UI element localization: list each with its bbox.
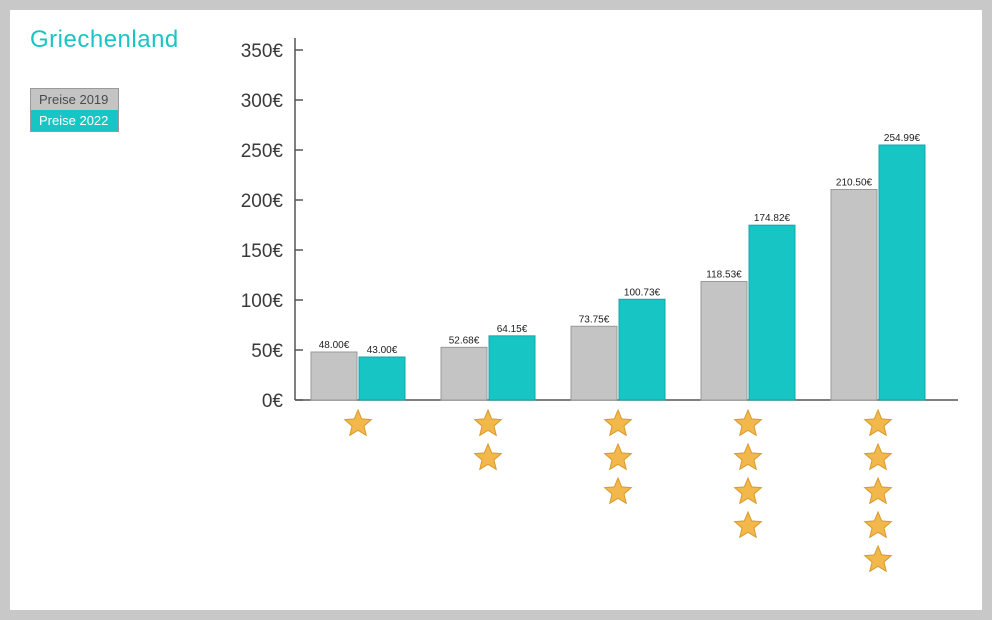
- y-tick-label: 200€: [241, 191, 284, 212]
- y-tick-label: 50€: [251, 341, 283, 362]
- bar-value-label: 210.50€: [836, 178, 873, 189]
- bar-value-label: 100.73€: [624, 287, 661, 298]
- y-tick-label: 300€: [241, 91, 284, 112]
- y-tick-label: 0€: [262, 391, 284, 412]
- star-icon: [865, 478, 892, 503]
- star-icon: [475, 410, 502, 435]
- legend: Preise 2019 Preise 2022: [30, 88, 119, 132]
- star-icon: [605, 478, 632, 503]
- page-title: Griechenland: [30, 26, 179, 54]
- price-bar-chart: 0€ 50€ 100€ 150€ 200€ 250€ 300€ 350€ 48.00€ 43.00…: [185, 30, 965, 600]
- bar-2019: [311, 352, 357, 400]
- bar-value-label: 64.15€: [497, 324, 528, 335]
- bar-2022: [619, 299, 665, 400]
- star-icon: [605, 444, 632, 469]
- bar-2019: [571, 326, 617, 400]
- bar-2022: [879, 145, 925, 400]
- legend-item-2022: Preise 2022: [31, 110, 118, 131]
- bar-value-label: 73.75€: [579, 314, 610, 325]
- y-tick-label: 250€: [241, 141, 284, 162]
- star-icon: [735, 444, 762, 469]
- star-icon: [865, 410, 892, 435]
- star-icon: [605, 410, 632, 435]
- bar-2022: [359, 357, 405, 400]
- legend-item-2019: Preise 2019: [31, 89, 118, 110]
- bar-2019: [701, 281, 747, 400]
- canvas: Griechenland Preise 2019 Preise 2022 0€ 5…: [10, 10, 982, 610]
- y-tick-label: 100€: [241, 291, 284, 312]
- bar-2022: [749, 225, 795, 400]
- star-icon: [865, 444, 892, 469]
- bar-2019: [441, 347, 487, 400]
- frame: Griechenland Preise 2019 Preise 2022 0€ 5…: [0, 0, 992, 620]
- bar-value-label: 254.99€: [884, 133, 921, 144]
- bar-2022: [489, 336, 535, 400]
- star-icon: [735, 478, 762, 503]
- bar-value-label: 43.00€: [367, 345, 398, 356]
- bar-value-label: 48.00€: [319, 340, 350, 351]
- bar-value-label: 118.53€: [706, 269, 742, 280]
- bar-value-label: 52.68€: [449, 335, 480, 346]
- star-icon: [475, 444, 502, 469]
- y-tick-label: 350€: [241, 41, 284, 62]
- star-icon: [735, 512, 762, 537]
- star-icon: [865, 546, 892, 571]
- bar-2019: [831, 190, 877, 401]
- bar-value-label: 174.82€: [754, 213, 791, 224]
- star-icon: [735, 410, 762, 435]
- star-icon: [865, 512, 892, 537]
- y-tick-label: 150€: [241, 241, 284, 262]
- star-icon: [345, 410, 372, 435]
